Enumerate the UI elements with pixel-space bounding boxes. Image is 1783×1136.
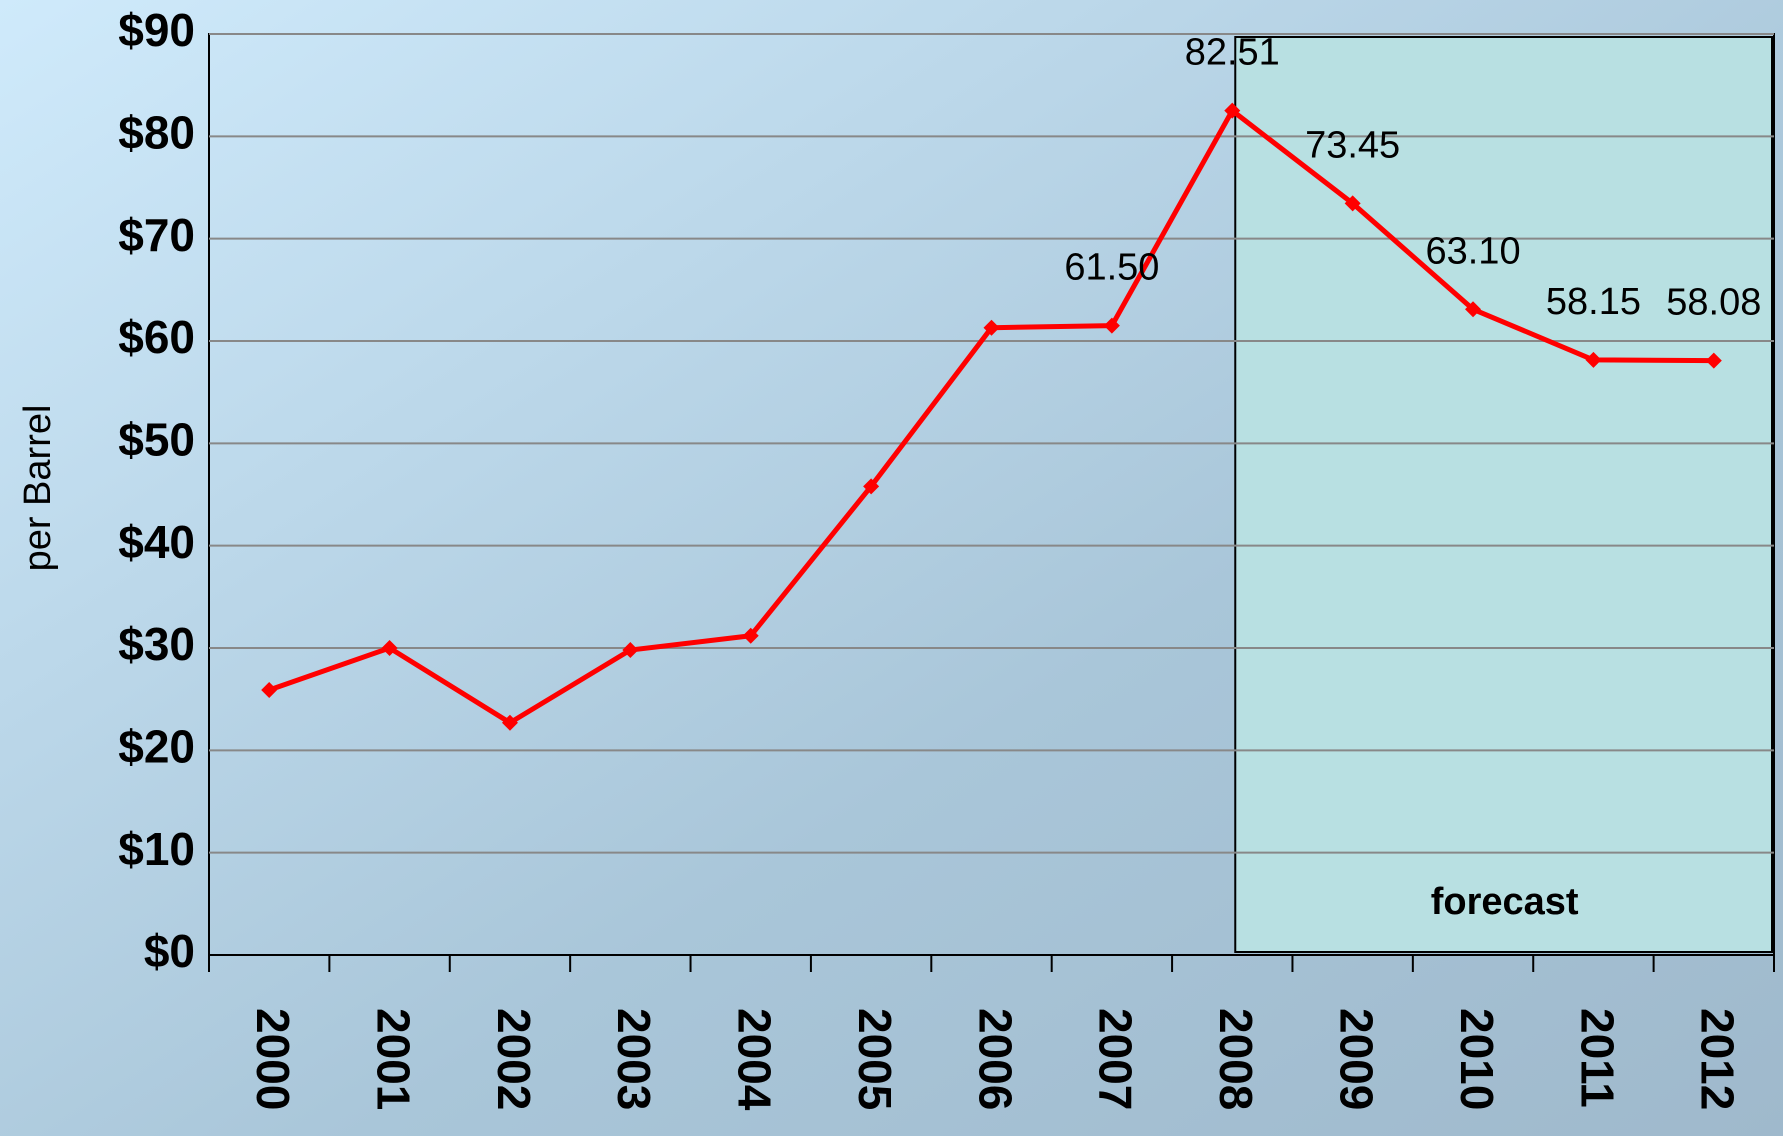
x-tick-label: 2012 [1692, 1008, 1744, 1110]
marker [261, 681, 278, 698]
data-label: 58.08 [1666, 282, 1761, 324]
data-label: 73.45 [1305, 124, 1400, 166]
marker [863, 478, 880, 495]
marker [983, 319, 1000, 336]
x-tick-label: 2007 [1090, 1008, 1142, 1110]
y-tick-label: $70 [118, 209, 195, 261]
y-tick-label: $40 [118, 516, 195, 568]
marker [1103, 317, 1120, 334]
x-tick-label: 2000 [247, 1008, 299, 1110]
marker [1344, 195, 1361, 212]
marker [622, 642, 639, 659]
forecast-region [1234, 36, 1774, 953]
marker [1705, 352, 1722, 369]
marker [742, 627, 759, 644]
data-label: 82.51 [1185, 32, 1280, 74]
y-axis-label: per Barrel [17, 405, 59, 572]
marker [1224, 102, 1241, 119]
x-tick-label: 2008 [1210, 1008, 1262, 1110]
y-tick-label: $80 [118, 106, 195, 158]
data-label: 63.10 [1425, 230, 1520, 272]
marker [1585, 351, 1602, 368]
x-tick-label: 2002 [488, 1008, 540, 1110]
marker [381, 640, 398, 656]
y-tick-label: $10 [118, 823, 195, 875]
y-tick-label: $90 [118, 4, 195, 56]
x-tick-label: 2006 [969, 1008, 1021, 1110]
data-label: 61.50 [1064, 247, 1159, 289]
data-label: 58.15 [1546, 281, 1641, 323]
y-tick-label: $50 [118, 413, 195, 465]
y-tick-label: $20 [118, 720, 195, 772]
y-tick-label: $30 [118, 618, 195, 670]
x-tick-label: 2005 [849, 1008, 901, 1110]
marker [501, 714, 518, 731]
y-tick-label: $60 [118, 311, 195, 363]
x-tick-label: 2009 [1330, 1008, 1382, 1110]
x-tick-label: 2001 [367, 1008, 419, 1110]
x-tick-label: 2004 [729, 1008, 781, 1111]
forecast-label: forecast [1431, 881, 1579, 923]
marker [1465, 301, 1482, 318]
x-tick-label: 2011 [1571, 1008, 1623, 1108]
x-tick-label: 2010 [1451, 1008, 1503, 1110]
y-tick-label: $0 [144, 925, 195, 977]
x-tick-label: 2003 [608, 1008, 660, 1110]
